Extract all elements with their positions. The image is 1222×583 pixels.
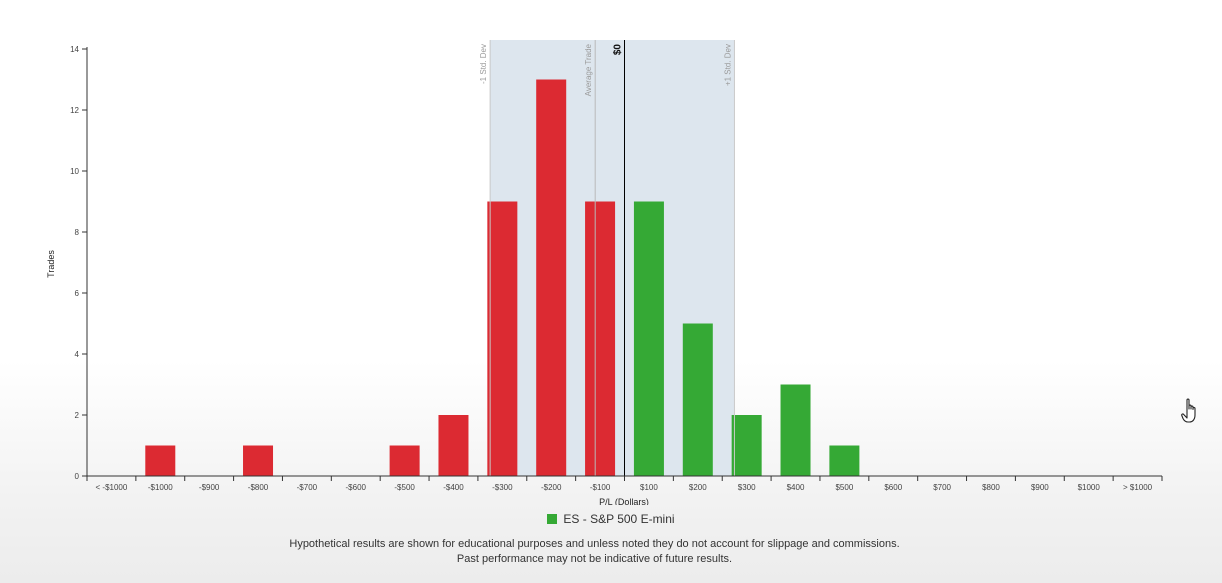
x-tick-label: $200 <box>689 483 707 492</box>
hand-pointer-icon <box>1181 398 1196 423</box>
reference-line-layer: -1 Std. Dev +1 Std. Dev Average Trade $0 <box>479 40 735 476</box>
bar-100 <box>585 201 616 476</box>
y-tick-label: 6 <box>75 289 80 298</box>
bar-300 <box>731 415 762 476</box>
x-tick-label: -$1000 <box>148 483 173 492</box>
bar-100 <box>633 201 664 476</box>
x-tick-label: $300 <box>738 483 756 492</box>
bar-500 <box>829 445 860 476</box>
x-tick-label: $400 <box>787 483 805 492</box>
x-tick-label: -$200 <box>541 483 562 492</box>
x-tick-label: -$900 <box>199 483 220 492</box>
chart-legend: ES - S&P 500 E-mini <box>0 512 1222 526</box>
y-tick-label: 0 <box>75 472 80 481</box>
disclaimer-line-1: Hypothetical results are shown for educa… <box>289 538 900 550</box>
x-tick-label: $600 <box>884 483 902 492</box>
histogram-chart: -1 Std. Dev +1 Std. Dev Average Trade $0 0 2… <box>46 40 1163 505</box>
x-tick-label: $900 <box>1031 483 1049 492</box>
x-tick-label: $800 <box>982 483 1000 492</box>
x-tick-label: -$800 <box>248 483 269 492</box>
y-tick-label: 4 <box>75 350 80 359</box>
x-tick-label: -$300 <box>492 483 513 492</box>
y-tick-label: 8 <box>75 228 80 237</box>
bar-layer <box>145 79 860 476</box>
legend-label: ES - S&P 500 E-mini <box>563 512 675 526</box>
x-tick-label: -$500 <box>394 483 415 492</box>
x-tick-label: $700 <box>933 483 951 492</box>
disclaimer: Hypothetical results are shown for educa… <box>0 537 1189 567</box>
x-tick-label: $500 <box>835 483 853 492</box>
bar-200 <box>682 323 713 476</box>
bar-800 <box>243 445 274 476</box>
axis-layer: 0 2 4 6 8 10 12 14 < -$1000 -$1000 -$900 -$800 -$700… <box>70 45 1163 492</box>
bar-1000 <box>145 445 176 476</box>
x-tick-label: > $1000 <box>1123 483 1153 492</box>
bar-300 <box>487 201 518 476</box>
x-axis-title: P/L (Dollars) <box>599 497 649 505</box>
x-tick-label: < -$1000 <box>96 483 128 492</box>
disclaimer-line-2: Past performance may not be indicative o… <box>456 553 733 565</box>
bar-400 <box>438 415 469 476</box>
x-tick-label: -$700 <box>297 483 318 492</box>
bar-200 <box>536 79 567 476</box>
lower-std-dev-label: -1 Std. Dev <box>479 44 488 84</box>
legend-swatch <box>547 514 558 524</box>
y-tick-label: 2 <box>75 411 80 420</box>
y-tick-label: 10 <box>70 167 79 176</box>
x-tick-label: -$400 <box>443 483 464 492</box>
upper-std-dev-label: +1 Std. Dev <box>723 44 732 86</box>
average-trade-label: Average Trade <box>584 43 593 96</box>
x-tick-label: -$600 <box>346 483 367 492</box>
zero-line-label: $0 <box>613 44 624 56</box>
bar-500 <box>389 445 420 476</box>
y-tick-label: 14 <box>70 45 79 54</box>
x-tick-label: $1000 <box>1078 483 1101 492</box>
x-tick-label: -$100 <box>590 483 611 492</box>
x-tick-label: $100 <box>640 483 658 492</box>
y-tick-label: 12 <box>70 106 79 115</box>
bar-400 <box>780 384 811 476</box>
y-axis-title: Trades <box>46 250 56 278</box>
